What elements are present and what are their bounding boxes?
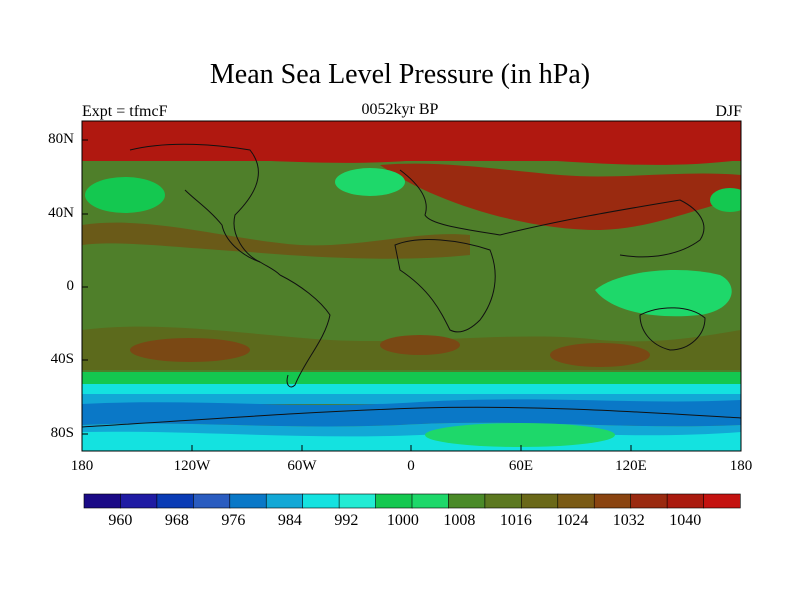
season-label: DJF	[715, 103, 742, 120]
antarctic-plateau-high	[425, 423, 615, 447]
colorbar-label: 1032	[612, 512, 645, 529]
colorbar-swatch	[338, 493, 377, 509]
colorbar-swatch	[484, 493, 522, 509]
x-tick-label: 120W	[173, 458, 211, 474]
colorbar-swatch	[83, 493, 122, 509]
colorbar-swatch	[265, 493, 304, 509]
colorbar	[83, 493, 741, 509]
siberian-high	[380, 163, 741, 230]
coastlines	[82, 143, 741, 428]
colorbar-swatch	[666, 493, 705, 509]
south-america-coast	[279, 274, 331, 388]
colorbar-label: 992	[334, 512, 359, 529]
colorbar-label: 1008	[443, 512, 476, 529]
aleutian-low	[85, 177, 165, 213]
colorbar-label: 976	[221, 512, 246, 529]
colorbar-swatch	[229, 493, 267, 509]
colorbar-swatch	[193, 493, 231, 509]
south-atlantic-high	[380, 335, 460, 355]
colorbar-swatch	[557, 493, 595, 509]
x-tick-label: 60E	[508, 458, 534, 474]
experiment-label: Expt = tfmcF	[82, 103, 168, 120]
australia-coast	[639, 307, 706, 351]
y-tick-label: 40N	[48, 205, 74, 221]
circumpolar-trough	[82, 399, 741, 427]
central-america-coast	[184, 189, 261, 263]
colorbar-swatch	[411, 493, 450, 509]
colorbar-swatch	[375, 493, 413, 509]
time-label: 0052kyr BP	[361, 101, 439, 118]
x-tick-label: 0	[407, 458, 415, 474]
subtropical-ridge-north	[82, 222, 470, 259]
africa-coast	[394, 239, 496, 333]
colorbar-label: 1024	[556, 512, 589, 529]
y-tick-label: 40S	[50, 351, 74, 367]
chart-title: Mean Sea Level Pressure (in hPa)	[209, 59, 591, 90]
x-axis-ticks	[81, 445, 742, 451]
colorbar-swatch	[521, 493, 559, 509]
colorbar-label: 960	[108, 512, 133, 529]
indian-ocean-high	[550, 343, 650, 367]
colorbar-label: 1016	[499, 512, 532, 529]
y-tick-label: 0	[66, 278, 75, 294]
colorbar-label: 968	[164, 512, 189, 529]
icelandic-low	[335, 168, 405, 196]
band-1008	[82, 372, 741, 384]
arctic-high	[82, 121, 741, 165]
band-992	[82, 394, 741, 404]
colorbar-swatch	[630, 493, 668, 509]
colorbar-label: 1040	[669, 512, 702, 529]
colorbar-swatch	[448, 493, 486, 509]
colorbar-swatch	[703, 493, 741, 509]
colorbar-label: 984	[277, 512, 302, 529]
pacific-low-east	[710, 188, 741, 212]
colorbar-label: 1000	[386, 512, 419, 529]
y-tick-label: 80N	[48, 131, 74, 147]
y-tick-label: 80S	[50, 425, 74, 441]
south-pacific-high	[130, 338, 250, 362]
north-america-coast	[129, 143, 281, 276]
europe-coast	[399, 169, 501, 236]
colorbar-swatch	[302, 493, 340, 509]
x-tick-label: 120E	[615, 458, 647, 474]
maritime-low	[595, 270, 732, 317]
antarctica-coast	[82, 406, 741, 428]
x-tick-label: 60W	[287, 458, 317, 474]
colorbar-swatch	[120, 493, 158, 509]
band-1000	[82, 384, 741, 394]
y-axis-ticks	[82, 139, 88, 435]
colorbar-swatch	[156, 493, 194, 509]
asia-coast	[499, 199, 705, 258]
x-tick-label: 180	[70, 458, 94, 474]
x-tick-label: 180	[729, 458, 753, 474]
pressure-field	[82, 121, 741, 451]
colorbar-swatch	[593, 493, 632, 509]
